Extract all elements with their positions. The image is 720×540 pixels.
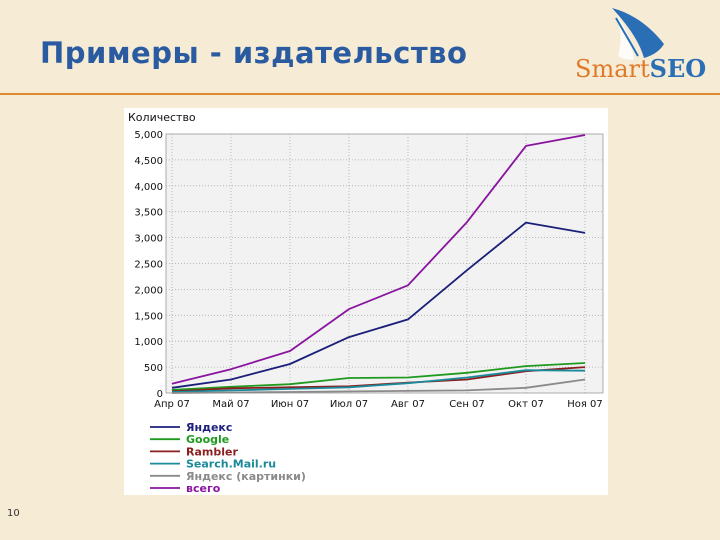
legend-label: Rambler xyxy=(186,445,238,458)
y-axis-label: Количество xyxy=(128,111,196,124)
legend-label: Яндекс (картинки) xyxy=(186,470,306,483)
chart-panel: Количество 0 500 1,000 1,500 2,000 2,500 3,000… xyxy=(124,108,608,495)
y-tick-label: 1,500 xyxy=(134,311,163,322)
legend: ЯндексGoogleRamblerSearch.Mail.ruЯндекс … xyxy=(150,421,306,495)
series-line xyxy=(171,369,586,393)
x-tick-label: Авг 07 xyxy=(391,399,425,410)
page-number: 10 xyxy=(7,508,20,519)
gridlines xyxy=(166,134,603,393)
legend-label: Google xyxy=(186,433,229,446)
logo-text-smart: Smart xyxy=(575,55,650,83)
legend-label: Search.Mail.ru xyxy=(186,458,276,471)
y-tick-label: 500 xyxy=(144,363,163,374)
y-tick-label: 5,000 xyxy=(134,130,163,141)
logo-text: SmartSEO xyxy=(575,54,706,83)
slide-title: Примеры - издательство xyxy=(40,36,468,70)
x-tick-label: Сен 07 xyxy=(449,399,485,410)
series-line xyxy=(171,134,586,385)
x-tick-label: Ноя 07 xyxy=(567,399,603,410)
x-tick-label: Май 07 xyxy=(212,399,249,410)
y-tick-label: 2,000 xyxy=(134,285,163,296)
logo-text-seo: SEO xyxy=(649,54,707,83)
y-tick-label: 1,000 xyxy=(134,337,163,348)
y-tick-label: 4,000 xyxy=(134,182,163,193)
series-line xyxy=(171,221,586,389)
y-tick-label: 2,500 xyxy=(134,260,163,271)
legend-label: всего xyxy=(186,482,221,495)
x-tick-label: Июн 07 xyxy=(271,399,309,410)
title-divider xyxy=(0,93,720,95)
x-tick-label: Апр 07 xyxy=(154,399,190,410)
y-tick-label: 3,500 xyxy=(134,208,163,219)
y-tick-label: 4,500 xyxy=(134,156,163,167)
plot-area xyxy=(165,133,604,394)
y-tick-labels: 0 500 1,000 1,500 2,000 2,500 3,000 3,500 4,000 4… xyxy=(134,130,163,400)
y-tick-label: 3,000 xyxy=(134,234,163,245)
y-tick-label: 0 xyxy=(157,389,163,400)
x-tick-labels: Апр 07 Май 07 Июн 07 Июл 07 Авг 07 Сен 07 Окт … xyxy=(154,399,603,410)
series-line xyxy=(171,362,586,391)
line-chart: Количество 0 500 1,000 1,500 2,000 2,500 3,000… xyxy=(128,111,604,495)
series-line xyxy=(171,378,586,394)
legend-label: Яндекс xyxy=(186,421,232,434)
series-lines xyxy=(171,134,586,394)
x-tick-label: Июл 07 xyxy=(330,399,368,410)
x-tick-label: Окт 07 xyxy=(508,399,544,410)
smartseo-sail-logo-icon xyxy=(612,8,664,60)
